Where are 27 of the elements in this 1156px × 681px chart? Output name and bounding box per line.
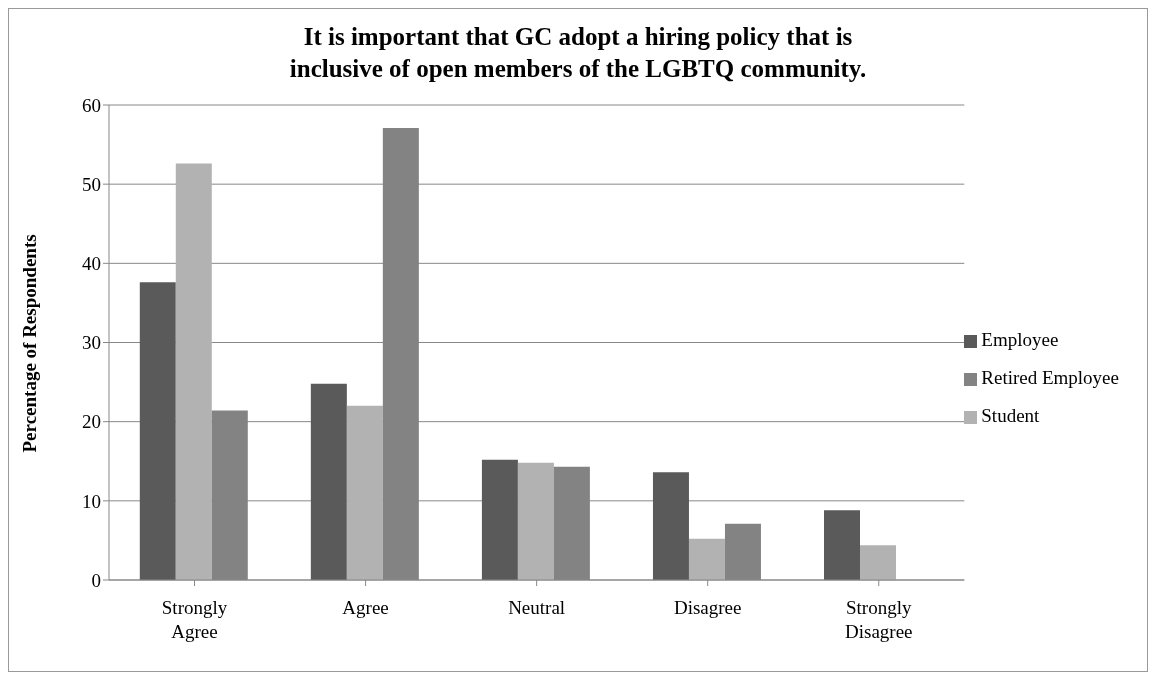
y-tick-label: 60 bbox=[82, 94, 101, 116]
y-axis-title: Percentage of Respondents bbox=[18, 234, 40, 453]
legend-label: Employee bbox=[981, 328, 1059, 350]
x-tick-label: Disagree bbox=[673, 597, 742, 618]
chart-title: It is important that GC adopt a hiring policy that is inclusive of open members of the LGBTQ community. bbox=[288, 22, 868, 84]
bar bbox=[310, 383, 347, 580]
bar bbox=[346, 405, 383, 580]
y-tick-label: 0 bbox=[91, 569, 101, 591]
y-tick-label: 10 bbox=[82, 490, 101, 512]
y-tick-label: 30 bbox=[82, 332, 101, 354]
x-tick-label: Strongly Agree bbox=[161, 597, 228, 642]
bar bbox=[652, 472, 689, 580]
y-tick-label: 20 bbox=[82, 411, 101, 433]
x-tick-label: Agree bbox=[342, 597, 389, 618]
bar bbox=[517, 462, 554, 580]
legend-label: Student bbox=[981, 404, 1040, 426]
y-tick-label: 40 bbox=[82, 253, 101, 275]
bar bbox=[481, 459, 518, 580]
x-tick-label: Strongly Disagree bbox=[844, 597, 913, 642]
legend-label: Retired Employee bbox=[981, 366, 1119, 388]
x-tick-label: Neutral bbox=[508, 597, 566, 618]
bar bbox=[139, 282, 176, 580]
bar bbox=[824, 510, 861, 580]
bar bbox=[688, 538, 725, 580]
bar bbox=[860, 545, 897, 580]
y-tick-label: 50 bbox=[82, 173, 101, 195]
bar bbox=[175, 163, 212, 580]
